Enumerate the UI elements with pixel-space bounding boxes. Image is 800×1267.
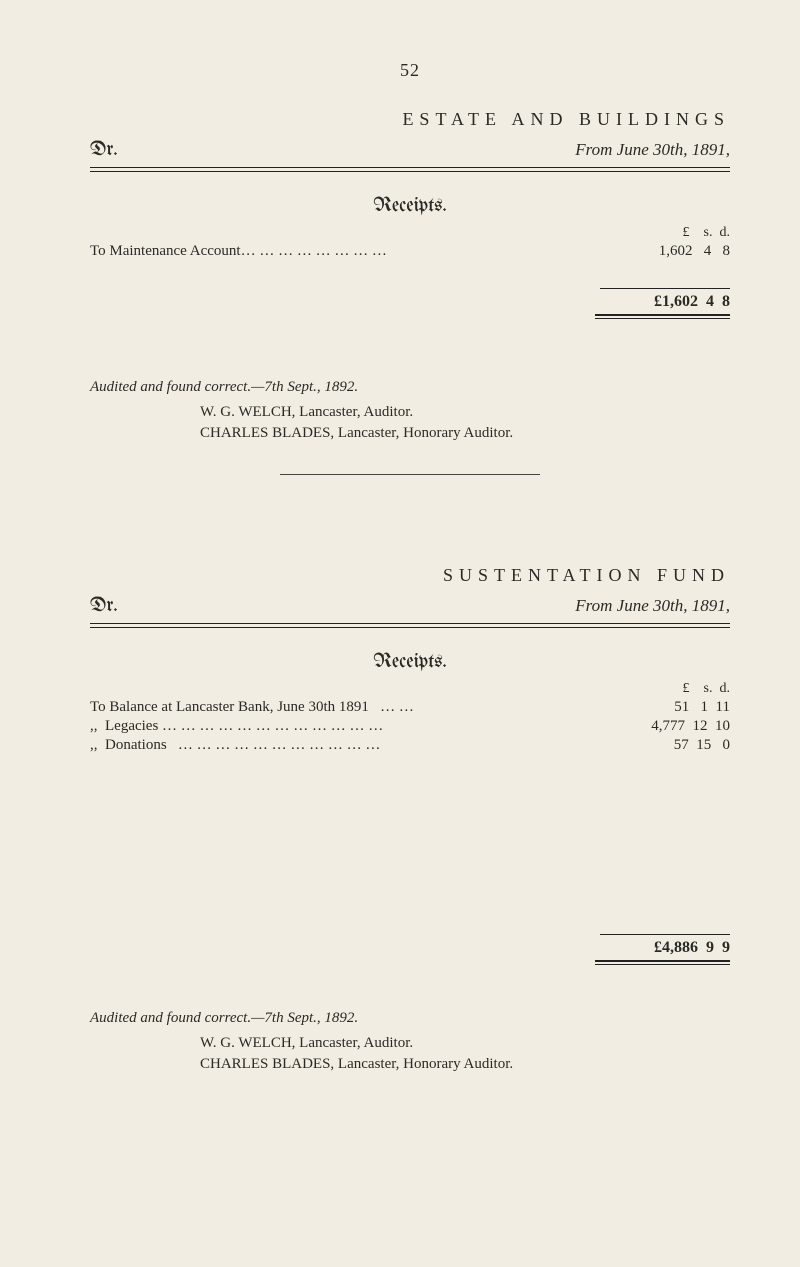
ledger-row: ,, Legacies … … … … … … … … … … … … 4,77… [90, 718, 730, 735]
section2-audit-name2: CHARLES BLADES, Lancaster, Honorary Audi… [200, 1054, 730, 1075]
section1-title: ESTATE AND BUILDINGS [90, 109, 730, 130]
ledger-left: ,, Donations … … … … … … … … … … … [90, 737, 600, 754]
ledger-right: 51 1 11 [600, 699, 730, 716]
section2-dr-row: Dr. From June 30th, 1891, [90, 596, 730, 617]
ledger-row: To Maintenance Account… … … … … … … … 1,… [90, 243, 730, 260]
section2-total-underline [595, 960, 730, 965]
section2-dr-label: Dr. [90, 596, 117, 617]
section1-dr-row: Dr. From June 30th, 1891, [90, 140, 730, 161]
section1-total-rule [600, 288, 730, 289]
ledger-row: To Balance at Lancaster Bank, June 30th … [90, 699, 730, 716]
section1-receipts-heading: Receipts. [90, 196, 730, 217]
ledger-left: To Maintenance Account… … … … … … … … [90, 243, 600, 260]
section1-total: £1,602 4 8 [90, 293, 730, 311]
section1-ledger: To Maintenance Account… … … … … … … … 1,… [90, 243, 730, 260]
section1-double-rule [90, 167, 730, 172]
section1-dr-label: Dr. [90, 140, 117, 161]
section2-ledger: To Balance at Lancaster Bank, June 30th … [90, 699, 730, 754]
section2-receipts-heading: Receipts. [90, 652, 730, 673]
section1-audit-name1: W. G. WELCH, Lancaster, Auditor. [200, 402, 730, 423]
section1-audit-line: Audited and found correct.—7th Sept., 18… [90, 379, 730, 396]
ledger-left: To Balance at Lancaster Bank, June 30th … [90, 699, 600, 716]
section2-total-rule [600, 934, 730, 935]
page-number: 52 [90, 60, 730, 81]
section2-from: From June 30th, 1891, [575, 596, 730, 616]
section2-audit-block: Audited and found correct.—7th Sept., 18… [90, 1010, 730, 1075]
ledger-right: 4,777 12 10 [600, 718, 730, 735]
section2-audit-name1: W. G. WELCH, Lancaster, Auditor. [200, 1033, 730, 1054]
section1-total-underline [595, 314, 730, 319]
section2-title: SUSTENTATION FUND [90, 565, 730, 586]
ledger-right: 57 15 0 [600, 737, 730, 754]
section2-audit-line: Audited and found correct.—7th Sept., 18… [90, 1010, 730, 1027]
section1-lsd-header: £ s. d. [90, 225, 730, 241]
section2-lsd-header: £ s. d. [90, 681, 730, 697]
section2-double-rule [90, 623, 730, 628]
ledger-row: ,, Donations … … … … … … … … … … … 57 15… [90, 737, 730, 754]
ledger-right: 1,602 4 8 [600, 243, 730, 260]
section2-total: £4,886 9 9 [90, 939, 730, 957]
ledger-left: ,, Legacies … … … … … … … … … … … … [90, 718, 600, 735]
section1-from: From June 30th, 1891, [575, 140, 730, 160]
section1-audit-name2: CHARLES BLADES, Lancaster, Honorary Audi… [200, 423, 730, 444]
section1-audit-block: Audited and found correct.—7th Sept., 18… [90, 379, 730, 444]
